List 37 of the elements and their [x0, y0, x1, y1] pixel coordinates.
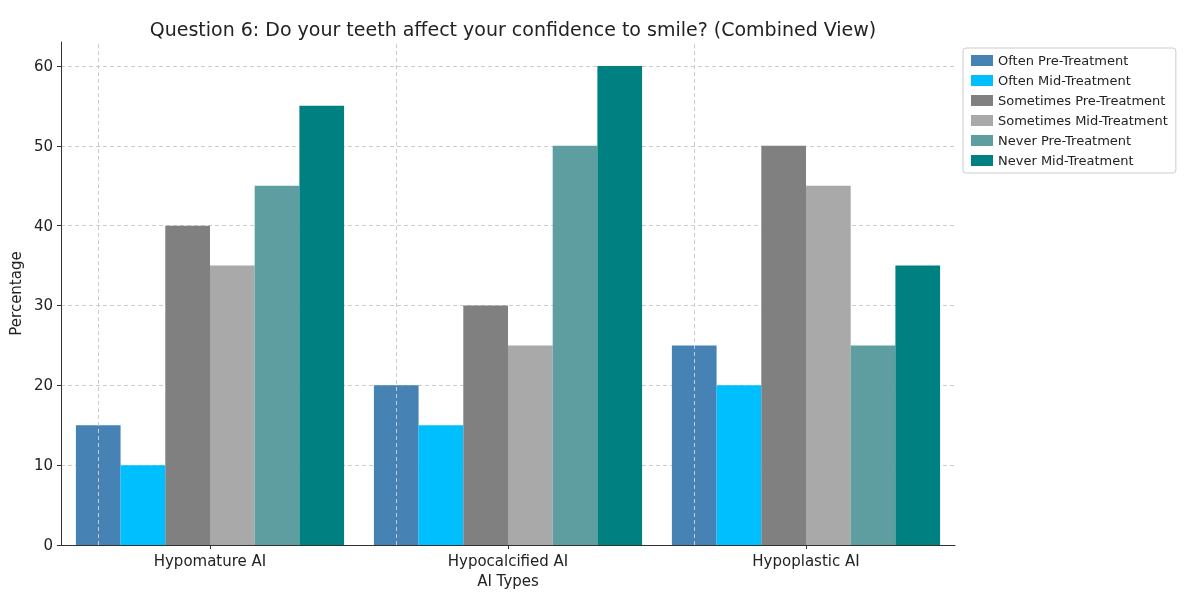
bar	[806, 185, 851, 545]
bar	[671, 345, 717, 545]
x-tick-label: Hypoplastic AI	[752, 551, 860, 570]
y-tick-label: 20	[33, 376, 53, 395]
y-tick-label: 10	[33, 456, 53, 475]
bar	[761, 145, 806, 545]
chart-title: Question 6: Do your teeth affect your confidence to smile? (Combined View)	[149, 17, 877, 40]
x-tick-label: Hypocalcified AI	[447, 551, 569, 570]
y-tick-label: 50	[33, 136, 53, 155]
x-tick-label: Hypomature AI	[153, 551, 267, 570]
legend-label: Sometimes Mid-Treatment	[998, 113, 1168, 128]
bar	[507, 345, 553, 545]
y-axis-title: Percentage	[6, 251, 25, 336]
legend-label: Often Mid-Treatment	[998, 73, 1131, 88]
bar	[373, 385, 419, 545]
bar	[209, 265, 255, 545]
bar	[299, 105, 345, 545]
bar	[75, 425, 121, 545]
bar	[597, 65, 643, 545]
bar	[716, 385, 762, 545]
bar	[463, 305, 508, 545]
bar	[120, 465, 166, 545]
bar	[165, 225, 210, 545]
y-tick-label: 30	[33, 296, 53, 315]
legend-label: Often Pre-Treatment	[998, 53, 1129, 68]
y-tick-label: 0	[43, 536, 53, 554]
y-tick-label: 40	[33, 216, 53, 235]
legend-label: Never Pre-Treatment	[998, 133, 1132, 148]
bar	[418, 425, 464, 545]
legend-label: Never Mid-Treatment	[998, 153, 1134, 168]
x-axis-title: AI Types	[477, 571, 540, 590]
bar	[850, 345, 896, 545]
bar	[895, 265, 941, 545]
y-tick-label: 60	[33, 56, 53, 75]
bar	[254, 185, 300, 545]
bar	[552, 145, 598, 545]
legend-label: Sometimes Pre-Treatment	[998, 93, 1166, 108]
